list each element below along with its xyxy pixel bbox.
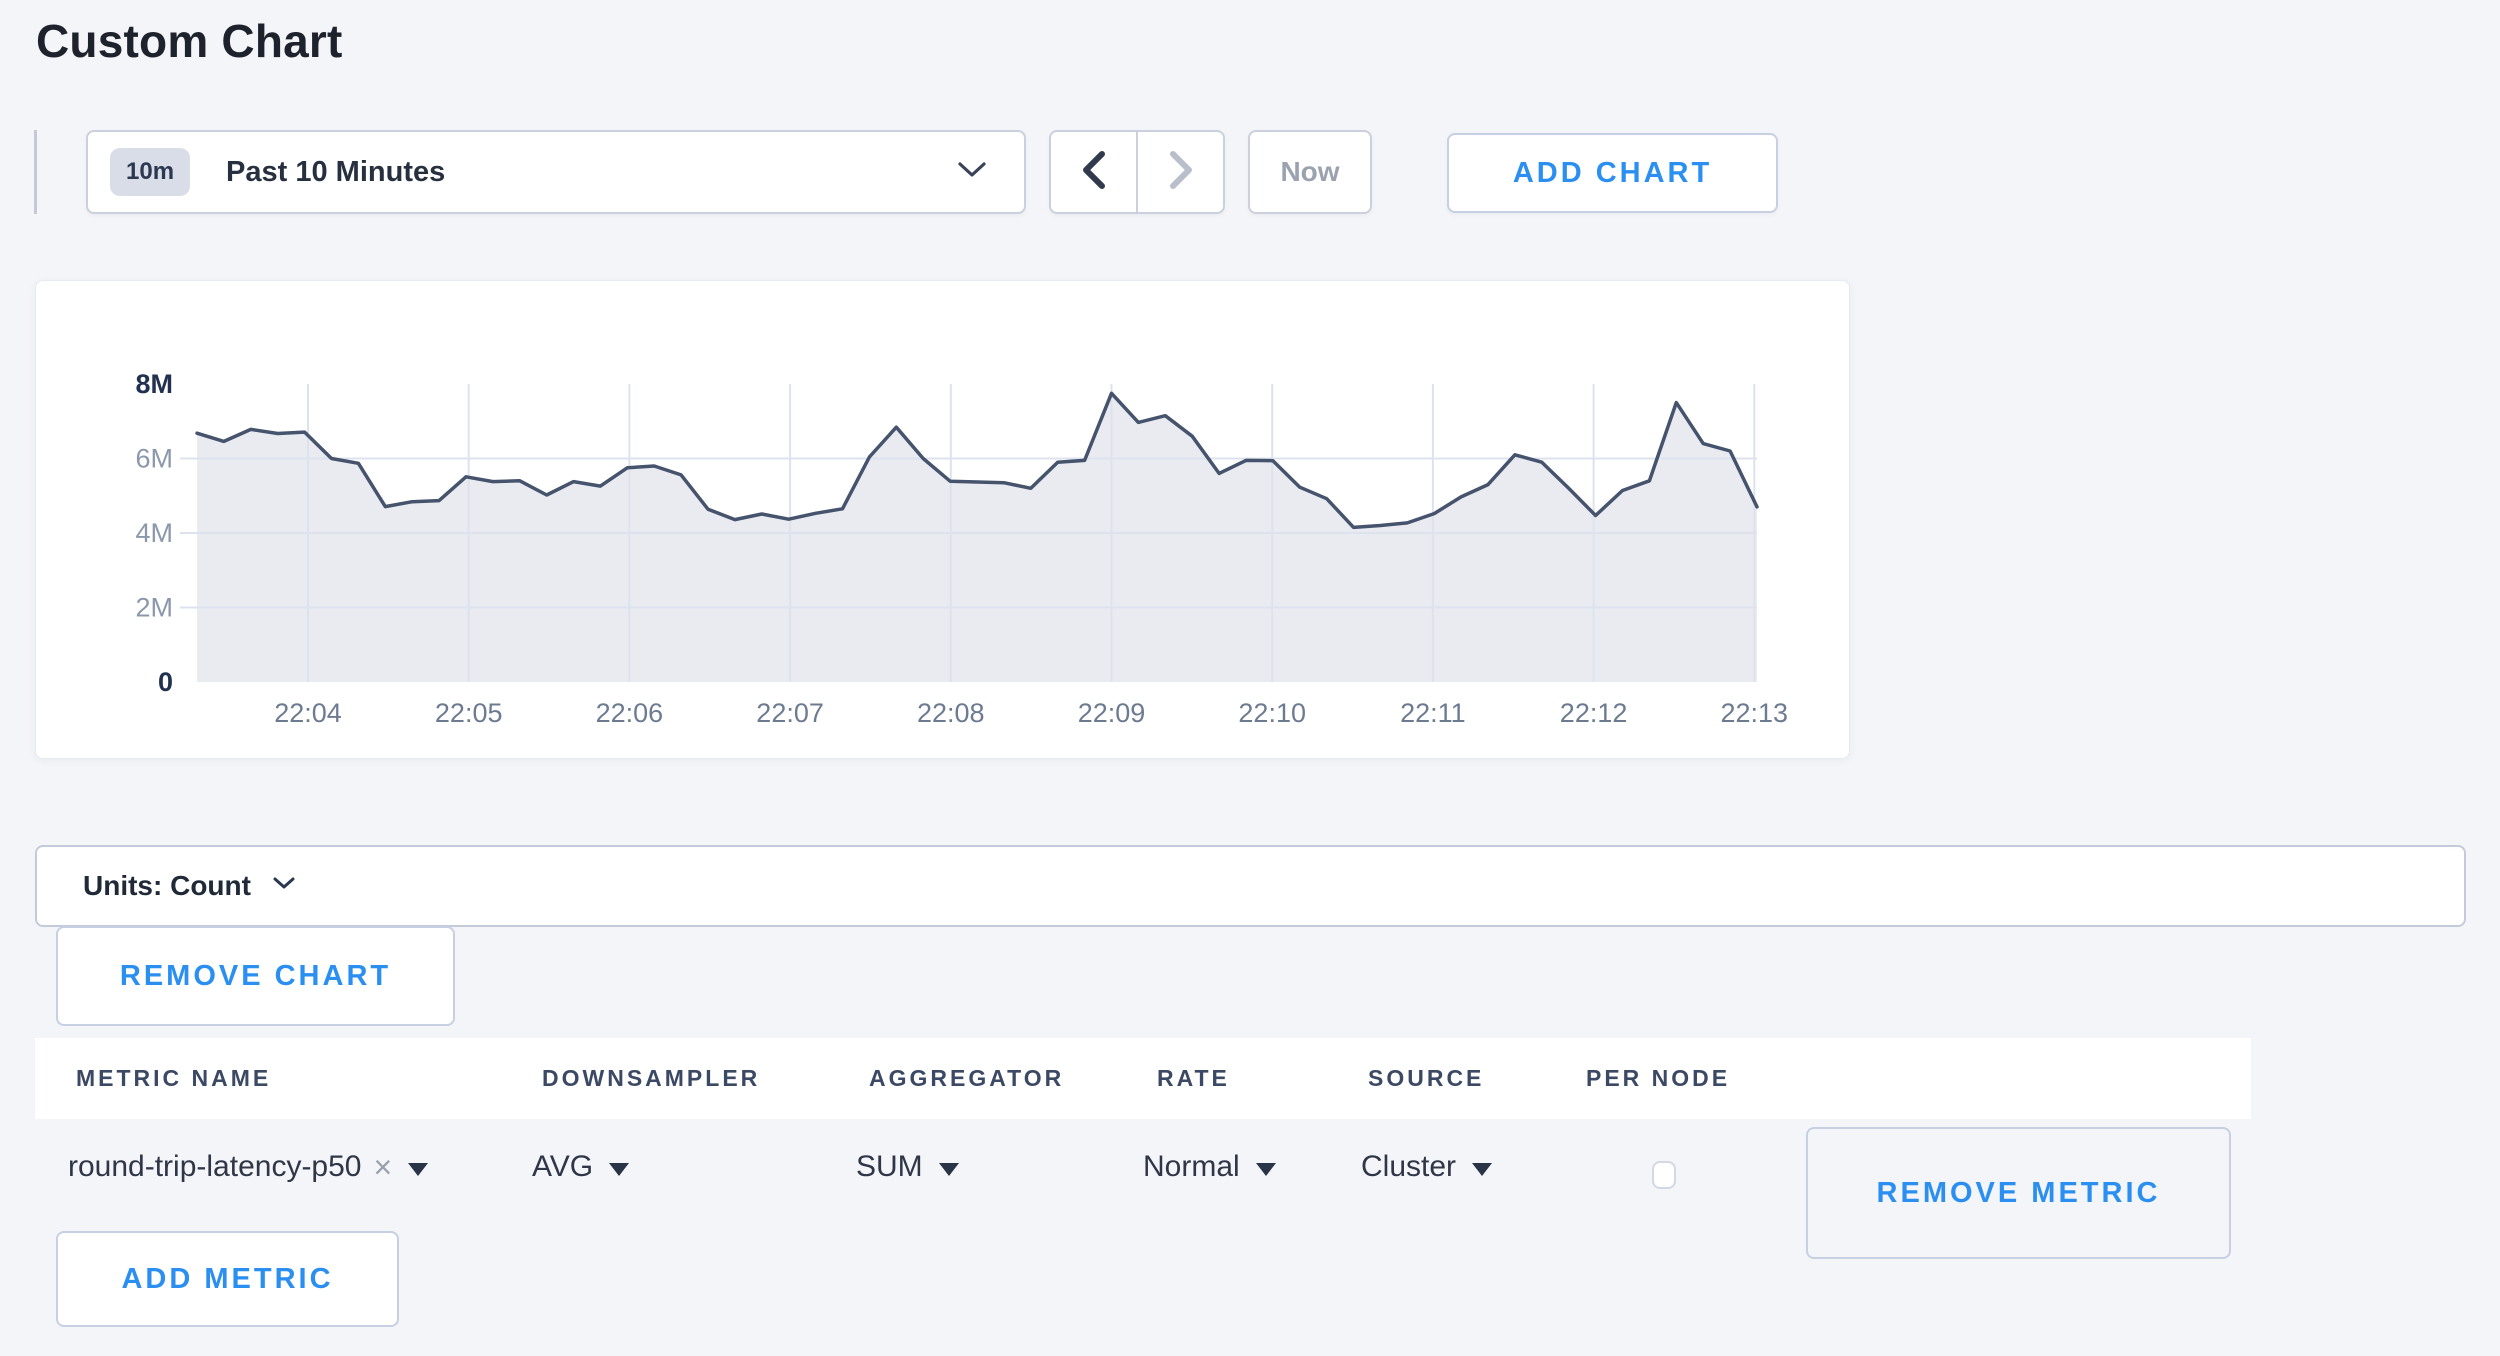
caret-down-icon	[1472, 1162, 1493, 1176]
add-chart-button[interactable]: ADD CHART	[1447, 133, 1778, 213]
chevron-down-icon	[958, 161, 986, 183]
next-range-button[interactable]	[1138, 132, 1223, 212]
prev-range-button[interactable]	[1051, 132, 1138, 212]
header-downsampler: DOWNSAMPLER	[542, 1065, 761, 1091]
units-select[interactable]: Units: Count	[35, 845, 2466, 927]
rate-value: Normal	[1143, 1150, 1240, 1183]
svg-text:22:11: 22:11	[1400, 698, 1466, 728]
chevron-left-icon	[1082, 150, 1106, 194]
source-select[interactable]: Cluster	[1361, 1150, 1493, 1184]
caret-down-icon	[408, 1162, 429, 1176]
caret-down-icon	[938, 1162, 959, 1176]
svg-text:22:04: 22:04	[274, 698, 342, 728]
time-range-badge: 10m	[110, 148, 191, 196]
time-range-nav	[1049, 130, 1225, 214]
chart-card: 22:04 22:05 22:06 22:07 22:08 22:09 22:10 22:11…	[35, 280, 1850, 759]
downsampler-select[interactable]: AVG	[532, 1150, 630, 1184]
svg-text:6M: 6M	[135, 444, 173, 474]
chevron-down-icon	[273, 877, 295, 895]
svg-text:22:09: 22:09	[1078, 698, 1146, 728]
svg-text:22:08: 22:08	[917, 698, 985, 728]
header-source: SOURCE	[1368, 1065, 1485, 1091]
toolbar-left-divider	[34, 130, 37, 214]
remove-chart-button[interactable]: REMOVE CHART	[56, 926, 455, 1026]
metric-name-select[interactable]: round-trip-latency-p50 ×	[68, 1149, 429, 1185]
header-per-node: PER NODE	[1586, 1065, 1731, 1091]
metrics-table-header: METRIC NAME DOWNSAMPLER AGGREGATOR RATE …	[35, 1038, 2251, 1119]
time-range-select[interactable]: 10m Past 10 Minutes	[86, 130, 1026, 214]
rate-select[interactable]: Normal	[1143, 1150, 1276, 1184]
svg-text:22:06: 22:06	[596, 698, 664, 728]
remove-metric-x-icon[interactable]: ×	[373, 1149, 393, 1185]
svg-text:4M: 4M	[135, 518, 173, 548]
time-range-label: Past 10 Minutes	[226, 155, 446, 188]
caret-down-icon	[1255, 1162, 1276, 1176]
remove-metric-button[interactable]: REMOVE METRIC	[1806, 1127, 2231, 1259]
svg-text:22:12: 22:12	[1560, 698, 1628, 728]
add-metric-button[interactable]: ADD METRIC	[56, 1231, 399, 1327]
svg-text:22:10: 22:10	[1238, 698, 1306, 728]
units-label: Units: Count	[83, 870, 251, 901]
svg-text:22:07: 22:07	[756, 698, 824, 728]
metric-name-text: round-trip-latency-p50	[68, 1150, 362, 1183]
source-value: Cluster	[1361, 1150, 1457, 1183]
header-metric-name: METRIC NAME	[76, 1065, 272, 1091]
svg-text:8M: 8M	[135, 369, 173, 399]
svg-text:22:13: 22:13	[1721, 698, 1789, 728]
svg-text:0: 0	[158, 667, 173, 697]
header-aggregator: AGGREGATOR	[869, 1065, 1065, 1091]
page-title: Custom Chart	[36, 15, 343, 67]
aggregator-value: SUM	[856, 1150, 923, 1183]
header-rate: RATE	[1157, 1065, 1230, 1091]
now-button[interactable]: Now	[1248, 130, 1372, 214]
downsampler-value: AVG	[532, 1150, 594, 1183]
chart-canvas: 22:04 22:05 22:06 22:07 22:08 22:09 22:10 22:11…	[135, 369, 1789, 728]
per-node-checkbox[interactable]	[1652, 1161, 1676, 1189]
svg-text:22:05: 22:05	[435, 698, 503, 728]
aggregator-select[interactable]: SUM	[856, 1150, 959, 1184]
chevron-right-icon	[1169, 150, 1193, 194]
caret-down-icon	[609, 1162, 630, 1176]
svg-text:2M: 2M	[135, 593, 173, 623]
